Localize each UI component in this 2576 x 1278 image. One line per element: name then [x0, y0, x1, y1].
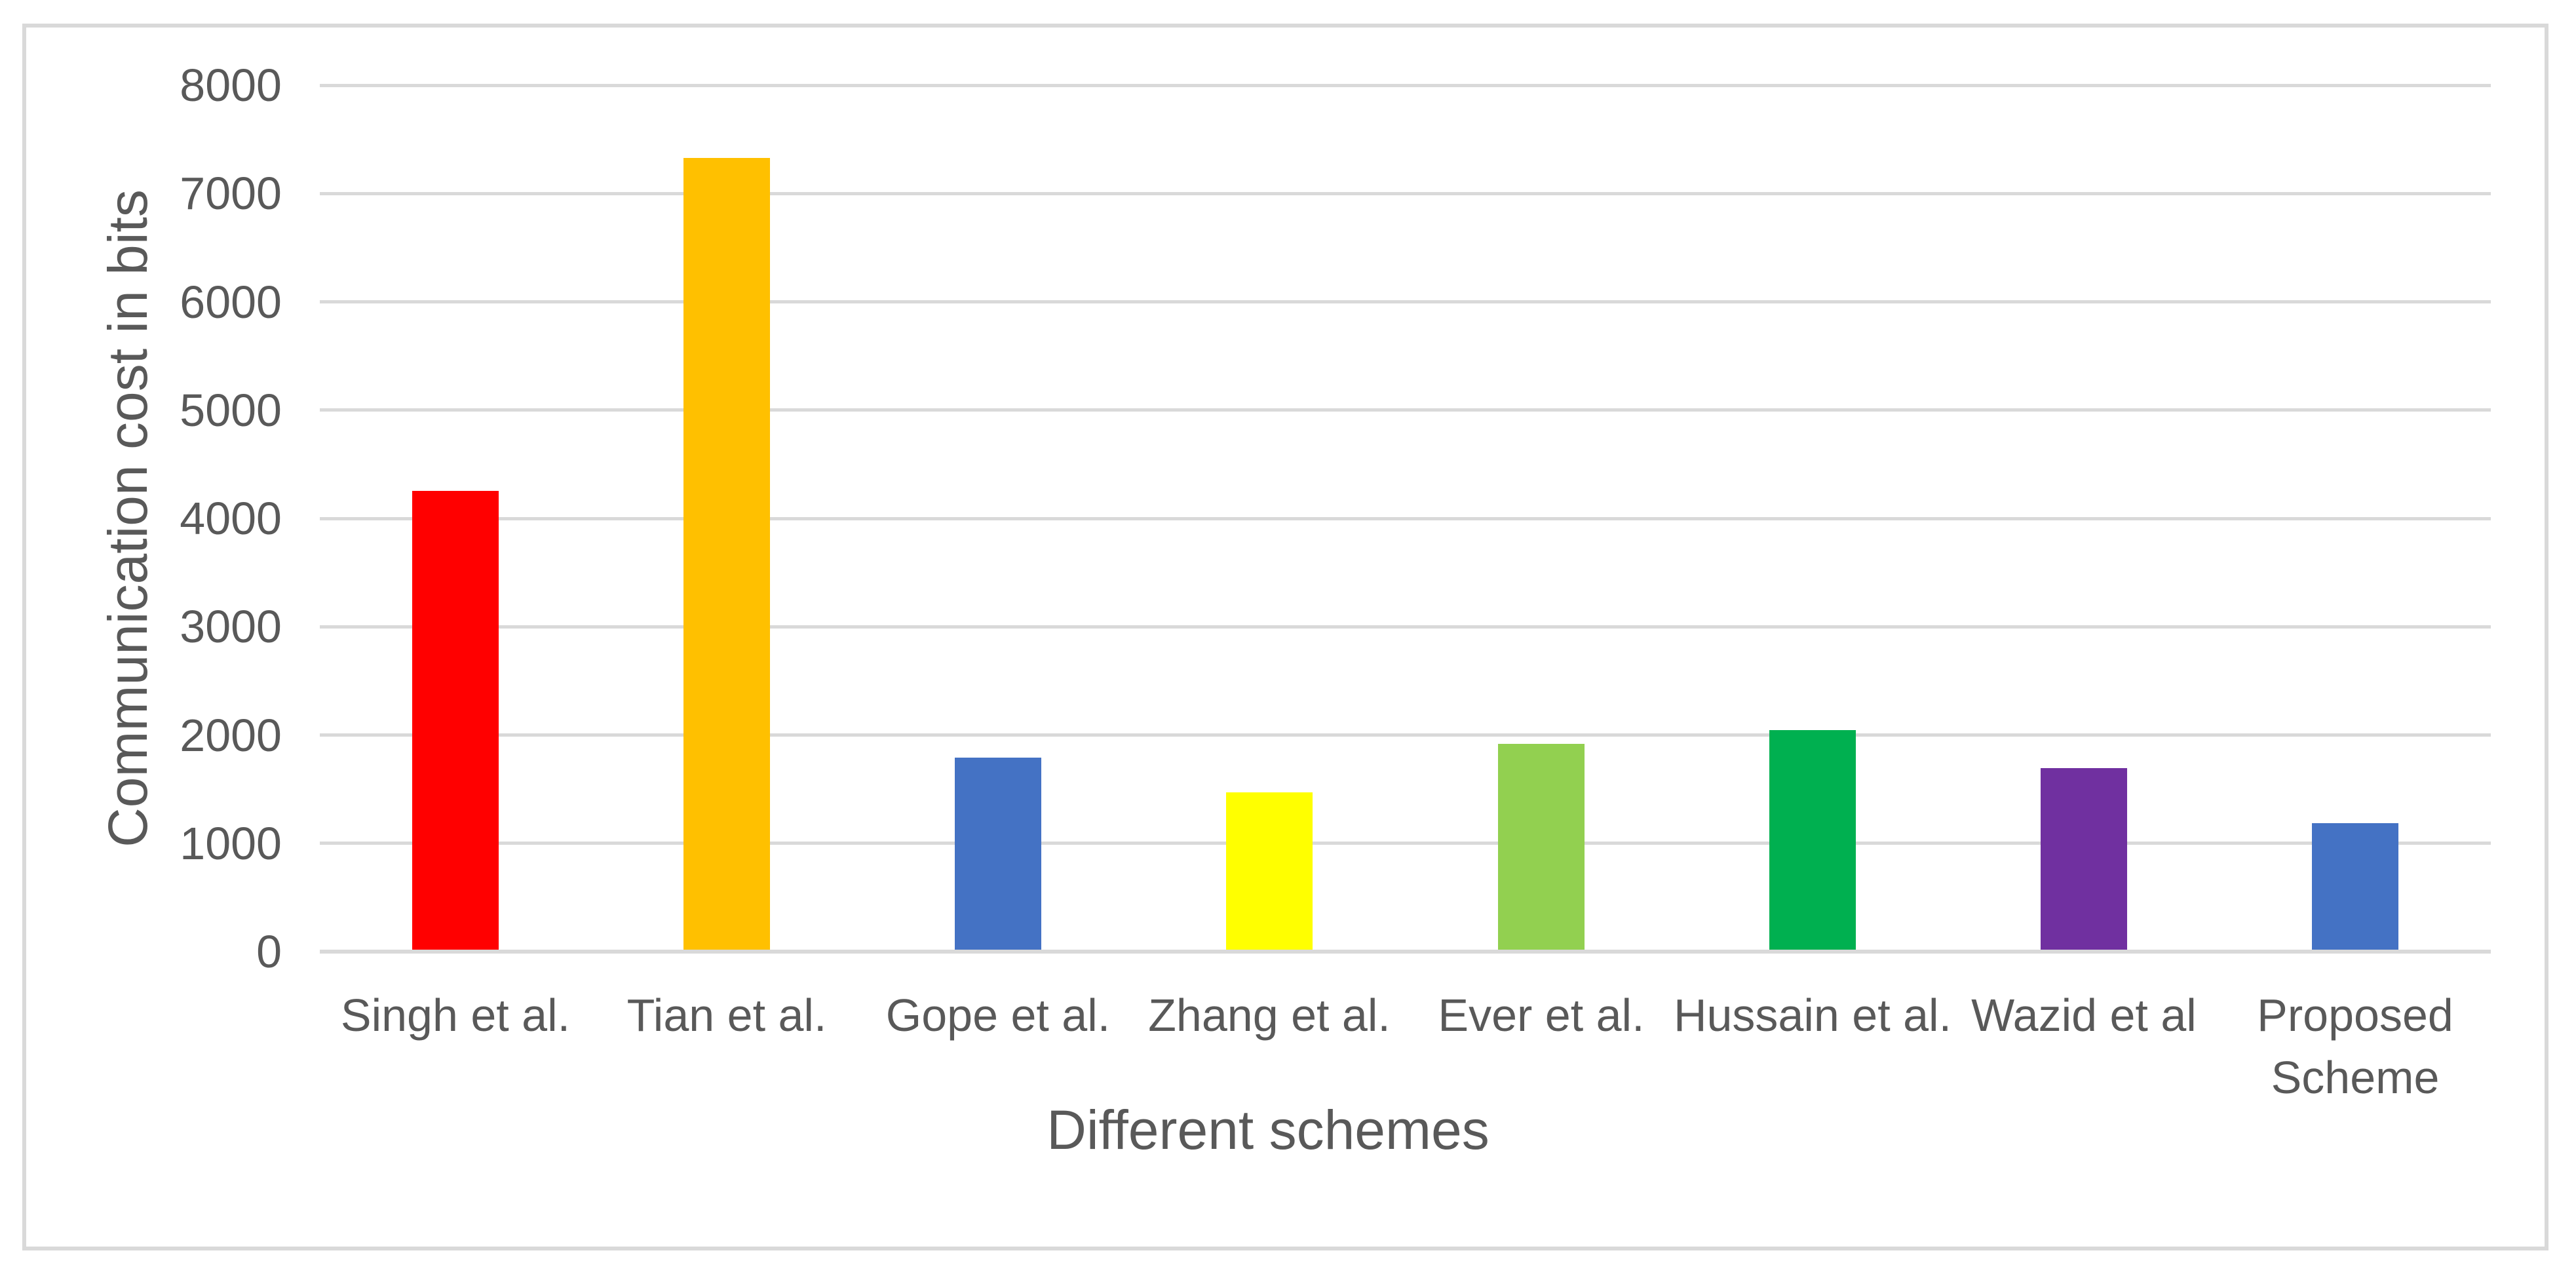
x-category-label-line: Wazid et al [1971, 990, 2197, 1041]
x-category-label-line: Singh et al. [340, 990, 571, 1041]
x-category-label-line: Tian et al. [626, 990, 827, 1041]
x-axis-line [320, 950, 2491, 954]
bar-wazid-et-al [2041, 768, 2127, 950]
y-tick-label-7000: 7000 [180, 168, 282, 219]
y-gridline-7000 [320, 192, 2491, 195]
bar-hussain-et-al [1769, 730, 1856, 950]
x-category-label-proposed-scheme: Proposed Scheme [2204, 984, 2506, 1109]
x-axis-title: Different schemes [1047, 1099, 1490, 1161]
y-tick-label-4000: 4000 [180, 493, 282, 544]
x-category-label-zhang-et-al: Zhang et al. [1119, 984, 1420, 1047]
y-gridline-2000 [320, 733, 2491, 737]
bar-tian-et-al [683, 158, 770, 950]
y-gridline-1000 [320, 842, 2491, 845]
y-gridline-5000 [320, 408, 2491, 412]
chart-frame-border [22, 24, 2548, 1250]
y-tick-label-1000: 1000 [180, 818, 282, 869]
x-category-label-hussain-et-al: Hussain et al. [1662, 984, 1963, 1047]
y-tick-label-6000: 6000 [180, 277, 282, 328]
x-category-label-line: Ever et al. [1438, 990, 1645, 1041]
bar-ever-et-al [1498, 744, 1585, 950]
x-category-label-tian-et-al: Tian et al. [576, 984, 877, 1047]
x-category-label-line: Proposed [2257, 990, 2453, 1041]
y-gridline-8000 [320, 84, 2491, 87]
x-category-label-gope-et-al: Gope et al. [847, 984, 1149, 1047]
y-gridline-4000 [320, 517, 2491, 520]
bar-singh-et-al [412, 491, 499, 950]
bar-gope-et-al [955, 758, 1041, 950]
y-tick-label-3000: 3000 [180, 601, 282, 652]
x-category-label-ever-et-al: Ever et al. [1391, 984, 1692, 1047]
y-axis-title: Communication cost in bits [97, 189, 159, 847]
x-category-label-wazid-et-al: Wazid et al [1933, 984, 2235, 1047]
y-gridline-3000 [320, 625, 2491, 629]
y-tick-label-8000: 8000 [180, 60, 282, 111]
y-tick-label-0: 0 [256, 926, 282, 977]
x-category-label-singh-et-al: Singh et al. [305, 984, 606, 1047]
x-category-label-line: Gope et al. [885, 990, 1111, 1041]
y-tick-label-2000: 2000 [180, 710, 282, 761]
x-category-label-line: Scheme [2271, 1052, 2440, 1103]
bar-proposed-scheme [2312, 823, 2398, 950]
y-tick-label-5000: 5000 [180, 385, 282, 436]
y-gridline-6000 [320, 300, 2491, 303]
x-category-label-line: Hussain et al. [1673, 990, 1952, 1041]
x-category-label-line: Zhang et al. [1148, 990, 1391, 1041]
bar-zhang-et-al [1226, 792, 1313, 950]
